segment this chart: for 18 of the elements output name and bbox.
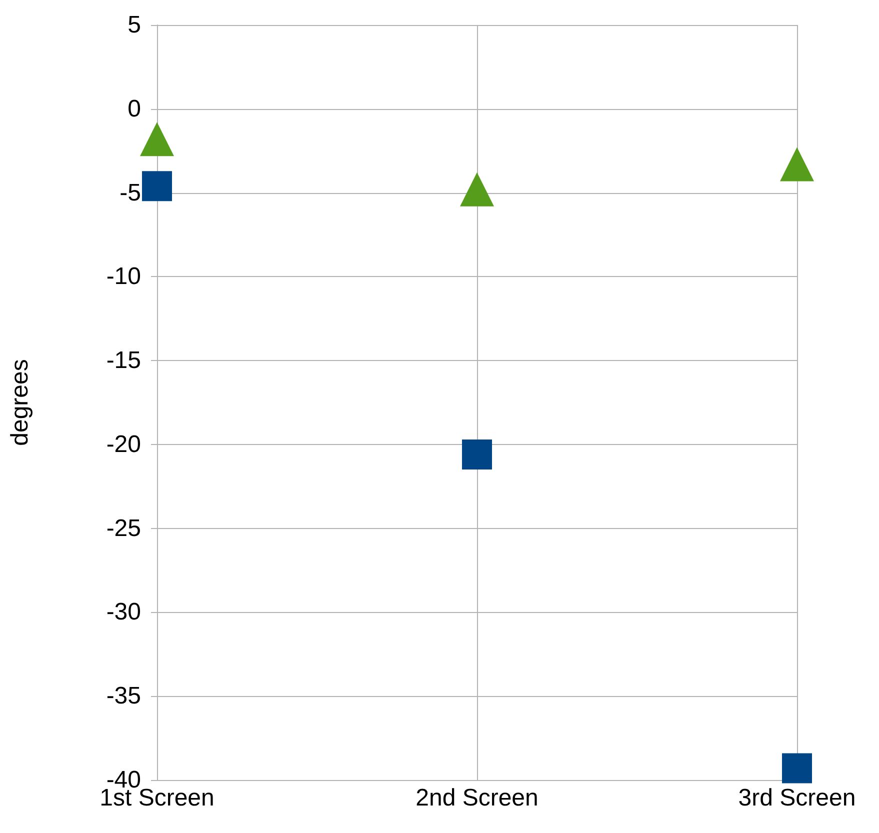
point [142, 171, 172, 202]
y-tick-label: 0 [128, 95, 141, 122]
x-tick-label: 3rd Screen [738, 784, 856, 812]
y-tick-label: -15 [106, 347, 141, 374]
y-tick-label: -5 [120, 179, 141, 206]
y-tick-label: 5 [128, 12, 141, 38]
y-tick-label: -30 [106, 598, 141, 626]
y-tick-label: -35 [106, 682, 141, 710]
point [140, 122, 174, 156]
y-tick-label: -10 [106, 263, 141, 290]
point [780, 147, 814, 182]
y-axis-title: degrees [6, 359, 34, 446]
y-tick-label: -25 [106, 514, 141, 542]
y-tick-label: -20 [106, 430, 141, 458]
point [462, 440, 492, 470]
x-tick-label: 2nd Screen [416, 784, 538, 812]
point [782, 753, 812, 784]
point [460, 172, 494, 206]
